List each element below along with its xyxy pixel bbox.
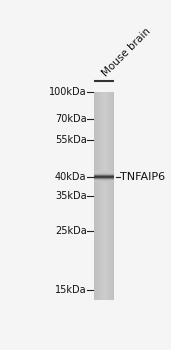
- Bar: [94, 92, 95, 300]
- Bar: [100, 92, 101, 300]
- Bar: [113, 92, 114, 300]
- Bar: [112, 92, 113, 300]
- Bar: [106, 92, 107, 300]
- Bar: [111, 92, 112, 300]
- Text: TNFAIP6: TNFAIP6: [120, 172, 166, 182]
- Bar: [97, 92, 98, 300]
- Text: 40kDa: 40kDa: [55, 172, 87, 182]
- Bar: [99, 92, 100, 300]
- Text: 100kDa: 100kDa: [49, 87, 87, 97]
- Text: 35kDa: 35kDa: [55, 191, 87, 201]
- Bar: [102, 92, 103, 300]
- Text: Mouse brain: Mouse brain: [100, 27, 153, 79]
- Bar: [107, 92, 108, 300]
- Bar: [108, 92, 109, 300]
- Bar: [98, 92, 99, 300]
- Text: 15kDa: 15kDa: [55, 285, 87, 295]
- Bar: [104, 92, 105, 300]
- Text: 70kDa: 70kDa: [55, 114, 87, 124]
- Bar: [109, 92, 110, 300]
- Bar: [105, 92, 106, 300]
- Bar: [95, 92, 96, 300]
- Bar: [110, 92, 111, 300]
- Bar: [103, 92, 104, 300]
- Bar: [101, 92, 102, 300]
- Bar: [96, 92, 97, 300]
- Text: 55kDa: 55kDa: [55, 135, 87, 145]
- Text: 25kDa: 25kDa: [55, 226, 87, 236]
